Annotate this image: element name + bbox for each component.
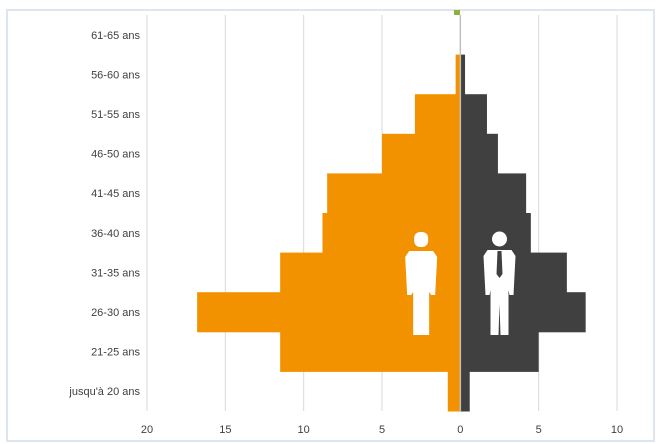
bar-right-8 [460, 54, 466, 95]
category-label: jusqu'à 20 ans [68, 386, 140, 398]
x-tick-label: 20 [141, 424, 153, 436]
bar-left-5 [327, 173, 461, 214]
bar-left-0 [447, 371, 461, 412]
bar-right-0 [460, 371, 470, 412]
category-label: 56-60 ans [91, 69, 140, 81]
category-label: 51-55 ans [91, 109, 140, 121]
x-tick-label: 5 [536, 424, 542, 436]
category-label: 41-45 ans [91, 188, 140, 200]
bar-left-7 [414, 94, 461, 135]
bar-right-6 [460, 133, 498, 174]
bar-left-4 [322, 213, 461, 254]
title-accent-mark [454, 10, 460, 15]
bar-right-5 [460, 173, 527, 214]
category-label: 61-65 ans [91, 30, 140, 42]
bar-left-8 [455, 54, 461, 95]
bars [197, 54, 586, 412]
bar-left-1 [280, 331, 461, 372]
woman-icon [405, 232, 438, 335]
category-label: 36-40 ans [91, 228, 140, 240]
x-tick-label: 10 [611, 424, 623, 436]
x-tick-label: 10 [298, 424, 310, 436]
category-label: 46-50 ans [91, 149, 140, 161]
bar-right-7 [460, 94, 487, 135]
bar-right-1 [460, 331, 539, 372]
category-label: 26-30 ans [91, 307, 140, 319]
silhouette-icons [405, 231, 516, 335]
x-axis-labels: 20 15 10 5 0 5 10 [141, 424, 623, 436]
man-icon [483, 231, 516, 335]
x-tick-label: 5 [379, 424, 385, 436]
bar-right-2 [460, 292, 586, 333]
x-tick-label: 0 [457, 424, 463, 436]
y-axis-labels: jusqu'à 20 ans 21-25 ans 26-30 ans 31-35 an… [68, 30, 140, 398]
category-label: 21-25 ans [91, 347, 140, 359]
bar-left-6 [382, 133, 461, 174]
x-tick-label: 15 [219, 424, 231, 436]
chart-border [6, 9, 655, 442]
category-label: 31-35 ans [91, 267, 140, 279]
